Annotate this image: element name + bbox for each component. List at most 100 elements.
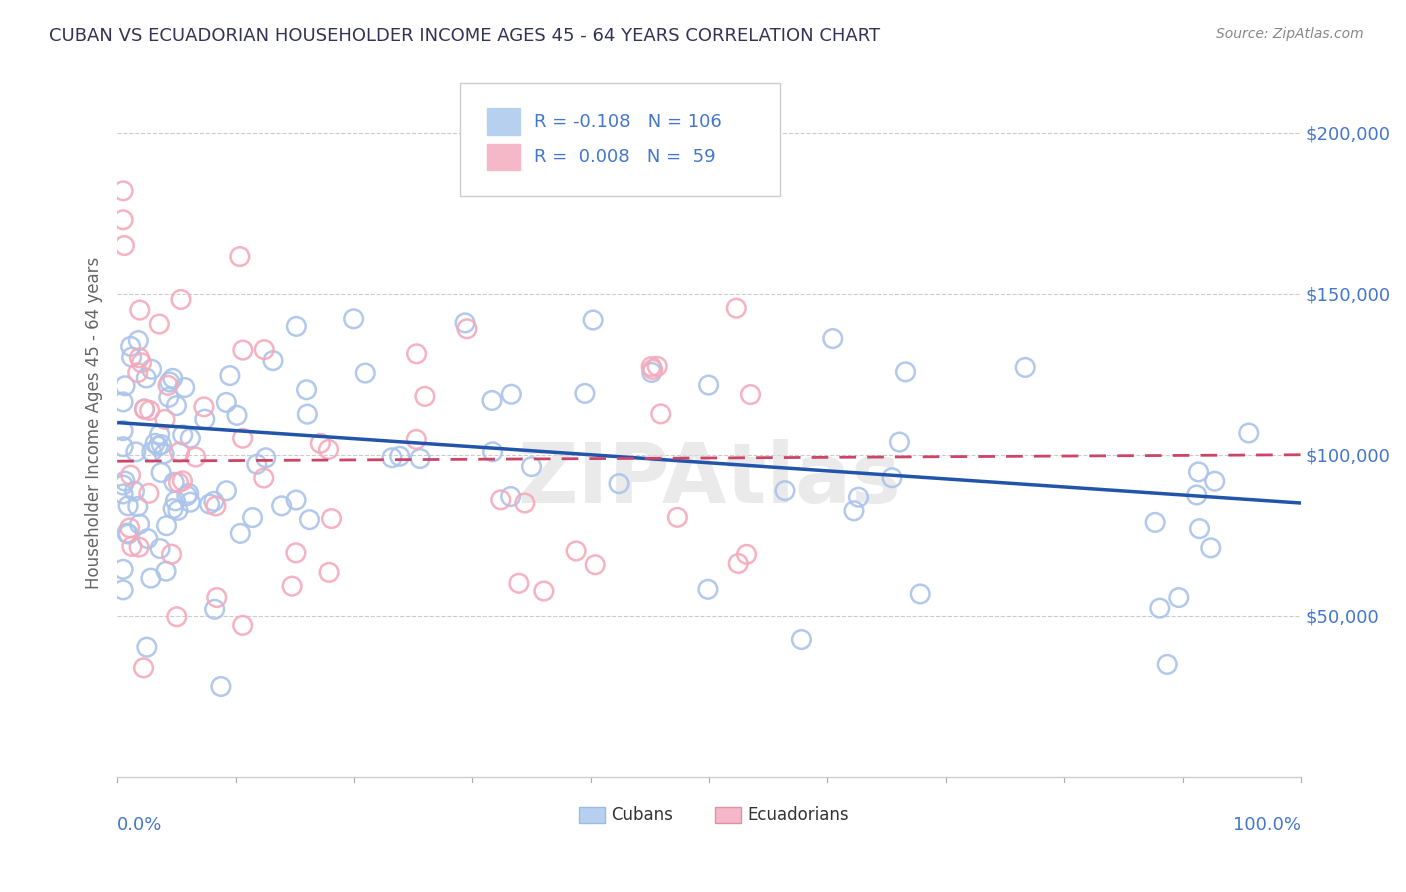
Point xyxy=(821,332,844,346)
Point xyxy=(1187,465,1209,479)
Point xyxy=(1167,591,1189,605)
Point xyxy=(666,510,689,524)
Point xyxy=(156,378,179,392)
Y-axis label: Householder Income Ages 45 - 64 years: Householder Income Ages 45 - 64 years xyxy=(86,256,103,589)
Point xyxy=(173,380,195,394)
Point xyxy=(141,362,163,376)
Point xyxy=(565,544,588,558)
Point xyxy=(125,445,148,459)
Point xyxy=(880,471,903,485)
Point xyxy=(321,511,343,525)
Point xyxy=(697,378,720,392)
Point xyxy=(124,484,146,499)
Point xyxy=(388,450,411,464)
Point xyxy=(641,362,664,376)
Point xyxy=(163,475,186,490)
Point xyxy=(194,412,217,426)
Point xyxy=(309,436,332,450)
Point xyxy=(226,409,249,423)
Point xyxy=(297,407,319,421)
Point xyxy=(1199,541,1222,555)
Point xyxy=(232,431,254,445)
Point xyxy=(218,368,240,383)
Point xyxy=(172,428,194,442)
FancyBboxPatch shape xyxy=(486,108,520,135)
Point xyxy=(127,500,149,514)
Point xyxy=(162,501,184,516)
Point xyxy=(262,353,284,368)
Point xyxy=(284,546,307,560)
Point xyxy=(132,661,155,675)
Point xyxy=(153,447,176,461)
Point xyxy=(454,316,477,330)
Point xyxy=(409,451,432,466)
Point xyxy=(232,618,254,632)
Point xyxy=(645,359,668,374)
Point xyxy=(253,471,276,485)
Point xyxy=(889,435,911,450)
Point xyxy=(481,445,503,459)
Point xyxy=(894,365,917,379)
Point xyxy=(160,547,183,561)
Point xyxy=(155,564,177,578)
Point xyxy=(179,431,201,445)
Point xyxy=(112,478,135,492)
Point xyxy=(184,450,207,464)
Point xyxy=(170,293,193,307)
Point xyxy=(1185,488,1208,502)
Point xyxy=(167,475,190,490)
Point xyxy=(141,445,163,459)
Point xyxy=(318,442,340,457)
Point xyxy=(131,356,153,370)
Point xyxy=(215,395,238,409)
Point xyxy=(150,466,173,480)
Point xyxy=(134,402,156,417)
Point xyxy=(650,407,672,421)
Point xyxy=(489,492,512,507)
Point xyxy=(318,566,340,580)
Point xyxy=(117,499,139,513)
Point xyxy=(607,476,630,491)
Point xyxy=(215,483,238,498)
Point xyxy=(115,526,138,541)
Point xyxy=(205,499,228,513)
Point xyxy=(117,527,139,541)
Text: 0.0%: 0.0% xyxy=(117,815,163,833)
Point xyxy=(165,493,187,508)
Point xyxy=(697,582,720,597)
Point xyxy=(246,457,269,471)
Point xyxy=(520,459,543,474)
Point xyxy=(582,313,605,327)
Point xyxy=(499,490,522,504)
Point xyxy=(1149,601,1171,615)
Point xyxy=(848,490,870,504)
Point xyxy=(143,436,166,450)
Point xyxy=(149,541,172,556)
Point xyxy=(740,387,762,401)
Point xyxy=(165,399,187,413)
Point xyxy=(193,400,215,414)
Point xyxy=(120,468,142,483)
Point xyxy=(481,393,503,408)
Text: CUBAN VS ECUADORIAN HOUSEHOLDER INCOME AGES 45 - 64 YEARS CORRELATION CHART: CUBAN VS ECUADORIAN HOUSEHOLDER INCOME A… xyxy=(49,27,880,45)
Point xyxy=(513,496,536,510)
Point xyxy=(112,440,135,454)
Point xyxy=(232,343,254,357)
Point xyxy=(177,486,200,500)
Point xyxy=(501,387,523,401)
Point xyxy=(153,412,176,426)
Point xyxy=(128,351,150,365)
Point xyxy=(150,437,173,451)
Text: Source: ZipAtlas.com: Source: ZipAtlas.com xyxy=(1216,27,1364,41)
Point xyxy=(354,366,377,380)
Point xyxy=(640,359,662,374)
Point xyxy=(209,680,232,694)
FancyBboxPatch shape xyxy=(716,807,741,822)
Point xyxy=(149,427,172,442)
Point xyxy=(135,371,157,385)
Point xyxy=(166,609,188,624)
Point xyxy=(114,474,136,488)
Point xyxy=(285,319,308,334)
FancyBboxPatch shape xyxy=(579,807,605,822)
Point xyxy=(112,487,135,501)
